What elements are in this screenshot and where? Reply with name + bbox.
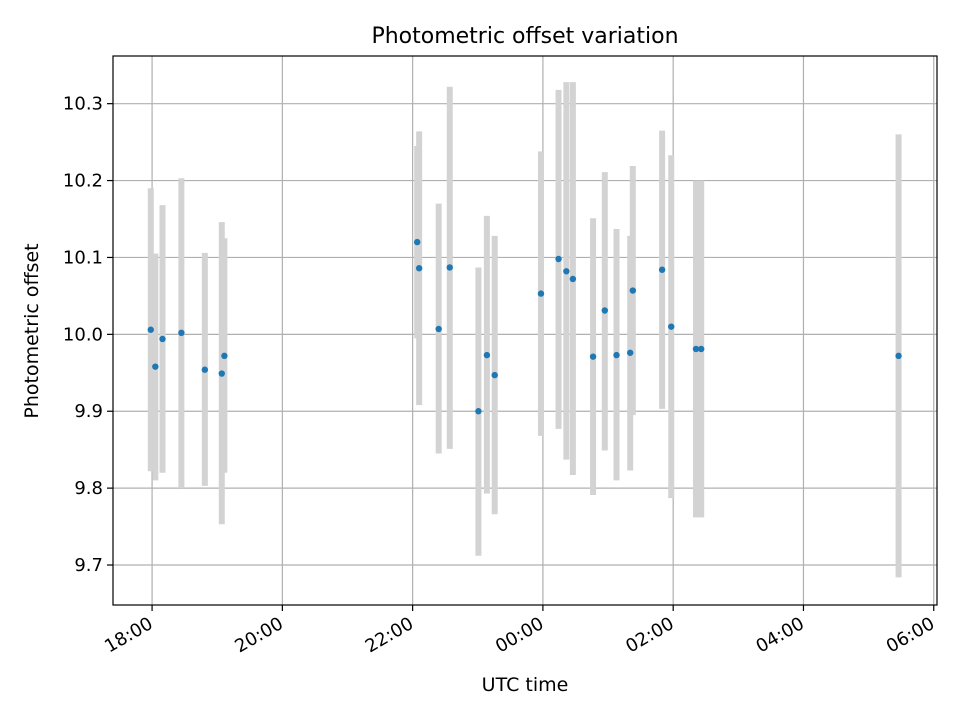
data-point [178,329,185,337]
y-axis-ticks: 9.7 9.8 9.9 10.0 10.1 10.2 10.3 [63,94,113,576]
data-point [601,307,608,314]
data-point [629,287,637,294]
data-point [147,326,154,333]
data-point [692,345,700,353]
data-point [537,290,545,297]
data-point [668,323,675,330]
y-tick-label: 9.7 [74,555,103,576]
data-point [589,353,597,360]
y-tick-label: 10.1 [63,247,103,268]
y-tick-label: 10.0 [63,324,103,345]
data-point [626,349,634,356]
chart-title: Photometric offset variation [371,24,678,49]
y-tick-label: 10.3 [63,94,103,115]
data-point [152,363,159,370]
data-point [895,352,902,360]
y-axis-label: Photometric offset [21,243,43,418]
data-point [413,238,421,246]
data-points [147,238,902,415]
plot-frame [112,55,938,606]
data-point [415,265,423,272]
data-point [435,325,442,333]
data-point [218,370,225,377]
y-tick-label: 9.8 [74,478,103,499]
data-point [555,255,562,263]
y-tick-label: 10.2 [63,171,103,192]
data-point [483,351,491,359]
data-point [569,275,577,283]
data-point [491,371,498,379]
data-point [697,345,705,353]
y-tick-label: 9.9 [74,401,103,422]
gridlines [113,56,937,605]
data-point [159,335,166,343]
data-point [475,408,482,415]
x-axis-label: UTC time [482,674,569,696]
data-point [221,352,228,360]
data-point [613,351,620,359]
data-point [201,366,209,373]
data-point [563,268,570,275]
data-point [446,264,453,271]
data-point [658,266,666,273]
